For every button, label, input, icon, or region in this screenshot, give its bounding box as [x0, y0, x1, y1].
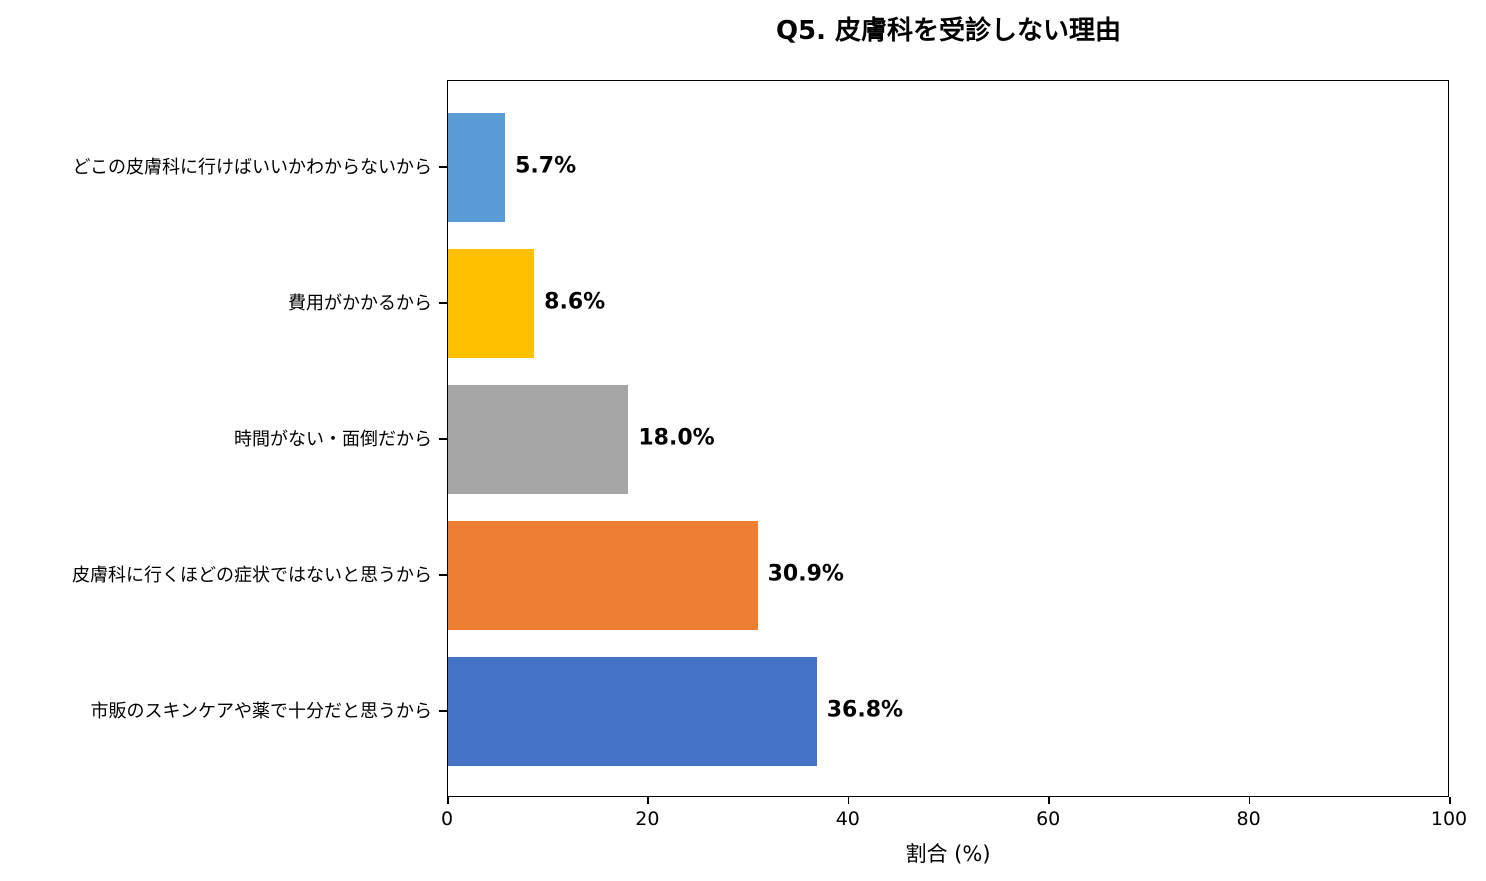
- value-label: 8.6%: [544, 289, 606, 315]
- y-tick: [439, 302, 447, 304]
- x-tick-label: 20: [635, 808, 660, 830]
- x-tick-label: 80: [1236, 808, 1261, 830]
- x-tick-label: 100: [1430, 808, 1468, 830]
- x-axis-title: 割合 (%): [905, 842, 991, 866]
- x-tick: [1048, 797, 1050, 804]
- bar: [448, 384, 629, 494]
- y-tick: [439, 710, 447, 712]
- y-tick-label: 皮膚科に行くほどの症状ではないと思うから: [72, 565, 432, 586]
- chart-title: Q5. 皮膚科を受診しない理由: [775, 16, 1122, 46]
- x-tick-label: 40: [835, 808, 860, 830]
- x-tick: [1248, 797, 1251, 804]
- y-tick: [439, 166, 447, 168]
- x-tick: [647, 797, 649, 804]
- x-tick: [1449, 797, 1451, 804]
- x-tick: [447, 797, 449, 804]
- value-label: 5.7%: [515, 153, 577, 179]
- value-label: 18.0%: [638, 425, 715, 451]
- value-label: 30.9%: [767, 561, 844, 587]
- y-tick: [439, 438, 447, 440]
- bar: [448, 520, 758, 630]
- y-tick: [439, 574, 447, 576]
- y-tick-label: 費用がかかるから: [288, 293, 432, 314]
- value-label: 36.8%: [826, 697, 904, 723]
- x-tick: [847, 797, 850, 804]
- plot-area: [447, 80, 1449, 797]
- x-tick-label: 0: [440, 808, 454, 830]
- x-tick-label: 60: [1036, 808, 1061, 830]
- bar: [448, 656, 817, 766]
- bar: [448, 112, 506, 222]
- bar: [448, 248, 535, 358]
- y-tick-label: 市販のスキンケアや薬で十分だと思うから: [90, 701, 432, 722]
- y-tick-label: 時間がない・面倒だから: [234, 429, 432, 450]
- y-tick-label: どこの皮膚科に行けばいいかわからないから: [72, 157, 432, 178]
